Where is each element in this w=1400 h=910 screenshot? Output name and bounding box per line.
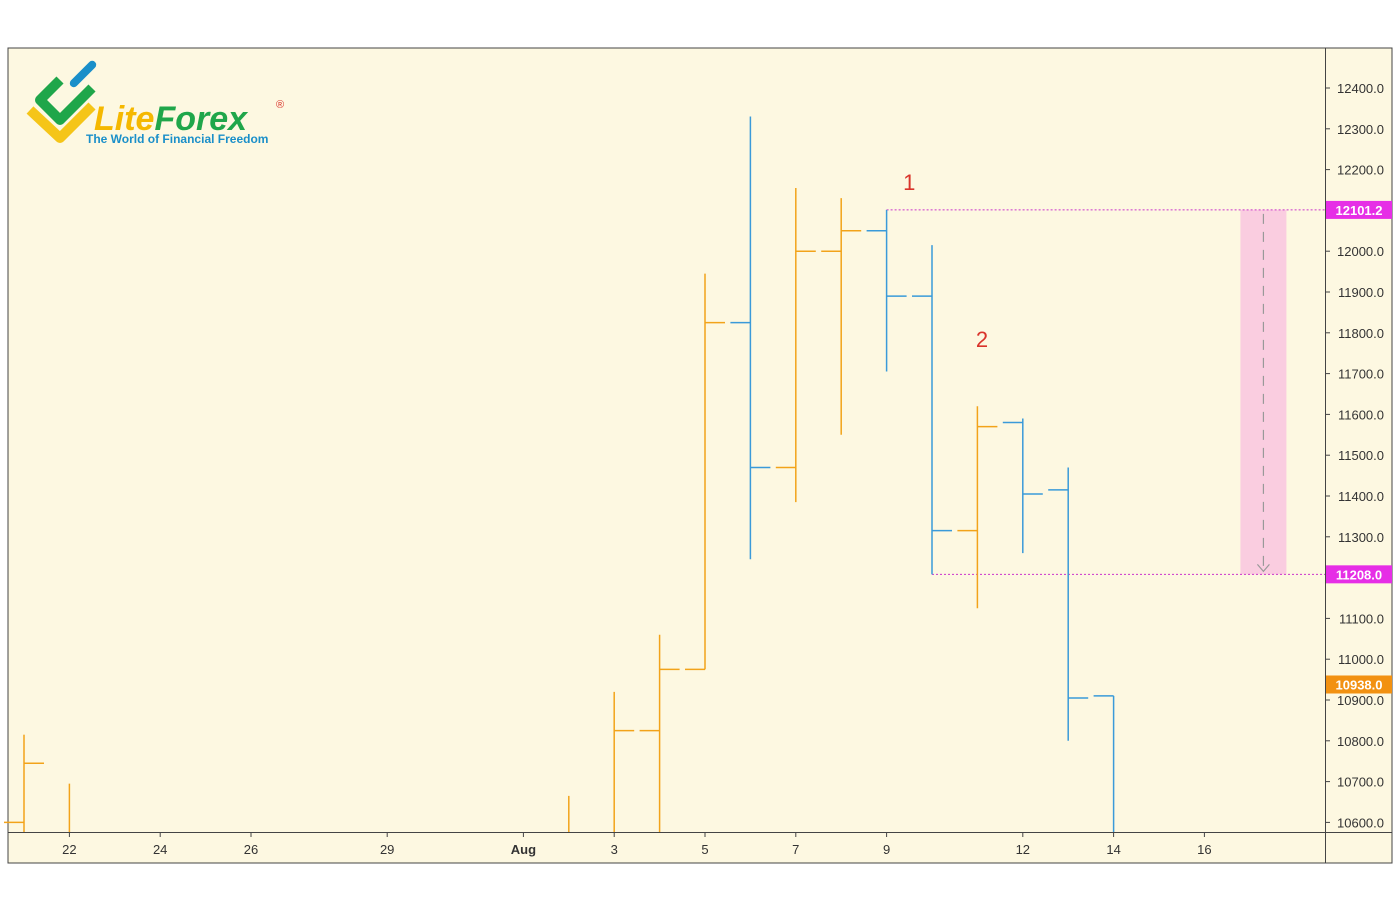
y-tick-label: 11600.0 <box>1338 407 1384 422</box>
x-tick-label: 26 <box>244 842 258 857</box>
y-tick-label: 11300.0 <box>1338 530 1384 545</box>
x-tick-label: 7 <box>792 842 799 857</box>
x-tick-label: 14 <box>1106 842 1120 857</box>
ohlc-bar[interactable] <box>730 116 771 560</box>
y-tick-label: 11900.0 <box>1338 285 1384 300</box>
price-range-measure[interactable] <box>1240 209 1287 575</box>
bars-layer <box>4 116 1115 832</box>
y-tick-label: 10900.0 <box>1337 693 1384 708</box>
last-price-badge-bg <box>1326 675 1392 694</box>
y-tick-label: 12300.0 <box>1337 122 1384 137</box>
y-tick-label: 10700.0 <box>1337 775 1384 790</box>
x-tick-label: 3 <box>611 842 618 857</box>
last-price-badge-label: 10938.0 <box>1336 677 1383 692</box>
annotations-layer: 12 <box>903 170 988 352</box>
y-tick-label: 11800.0 <box>1338 326 1384 341</box>
y-tick-label: 11400.0 <box>1338 489 1384 504</box>
ohlc-bar[interactable] <box>957 406 998 609</box>
x-tick-label: 12 <box>1016 842 1030 857</box>
y-tick-label: 11500.0 <box>1338 448 1384 463</box>
last-price-badge: 10938.0 <box>1326 675 1392 694</box>
level-price-badge-label: 12101.2 <box>1336 203 1383 218</box>
logo-text-forex: Forex <box>154 100 249 138</box>
logo-diamond-icon <box>26 60 97 143</box>
logo-tagline: The World of Financial Freedom <box>86 132 268 146</box>
svg-text:LiteForex: LiteForex <box>94 100 249 138</box>
ohlc-bar[interactable] <box>1093 695 1115 832</box>
level-price-badge-label: 11208.0 <box>1336 567 1382 582</box>
y-tick-label: 10800.0 <box>1337 734 1384 749</box>
ohlc-bar[interactable] <box>613 691 635 832</box>
liteforex-logo: LiteForex ® The World of Financial Freed… <box>26 60 284 146</box>
x-tick-label: 16 <box>1197 842 1211 857</box>
y-tick-label: 12400.0 <box>1337 81 1384 96</box>
logo-registered-mark: ® <box>276 99 284 111</box>
y-tick-label: 10600.0 <box>1337 815 1384 830</box>
ohlc-bar[interactable] <box>775 187 816 503</box>
x-tick-label: 24 <box>153 842 167 857</box>
y-tick-label: 11700.0 <box>1338 367 1384 382</box>
level-price-badge: 12101.2 <box>1326 200 1392 219</box>
x-tick-label: Aug <box>511 842 536 857</box>
price-badges: 12101.2 11208.0 10938.0 <box>1326 200 1392 694</box>
time-axis[interactable]: 22 24 26 29 Aug 3 5 7 9 12 14 16 <box>62 832 1212 857</box>
ohlc-bar[interactable] <box>639 634 680 832</box>
measure-layer <box>1240 209 1287 575</box>
ohlc-bar[interactable] <box>1048 467 1089 741</box>
x-tick-label: 5 <box>701 842 708 857</box>
level-price-badge-bg <box>1326 565 1392 584</box>
ohlc-bar[interactable] <box>866 209 907 372</box>
ohlc-bar[interactable] <box>912 245 952 575</box>
y-tick-label: 11100.0 <box>1339 611 1384 626</box>
logo-text-lite: Lite <box>94 100 154 138</box>
x-tick-label: 22 <box>62 842 76 857</box>
y-tick-label: 12000.0 <box>1337 244 1384 259</box>
ohlc-bar[interactable] <box>821 198 862 435</box>
level-price-badge: 11208.0 <box>1326 565 1392 584</box>
levels-layer <box>886 209 1325 575</box>
measure-arrow-head-icon <box>1256 563 1270 573</box>
y-tick-label: 11000.0 <box>1338 652 1384 667</box>
chart-background <box>7 47 1393 864</box>
level-price-badge-bg <box>1326 200 1392 219</box>
x-tick-label: 29 <box>380 842 394 857</box>
ohlc-bar[interactable] <box>1002 418 1043 554</box>
annotation-label-2: 2 <box>976 327 988 352</box>
annotation-label-1: 1 <box>903 170 915 195</box>
ohlc-bar[interactable] <box>685 273 725 671</box>
y-tick-label: 12200.0 <box>1337 163 1384 178</box>
ohlc-bar[interactable] <box>4 734 44 832</box>
x-tick-label: 9 <box>883 842 890 857</box>
